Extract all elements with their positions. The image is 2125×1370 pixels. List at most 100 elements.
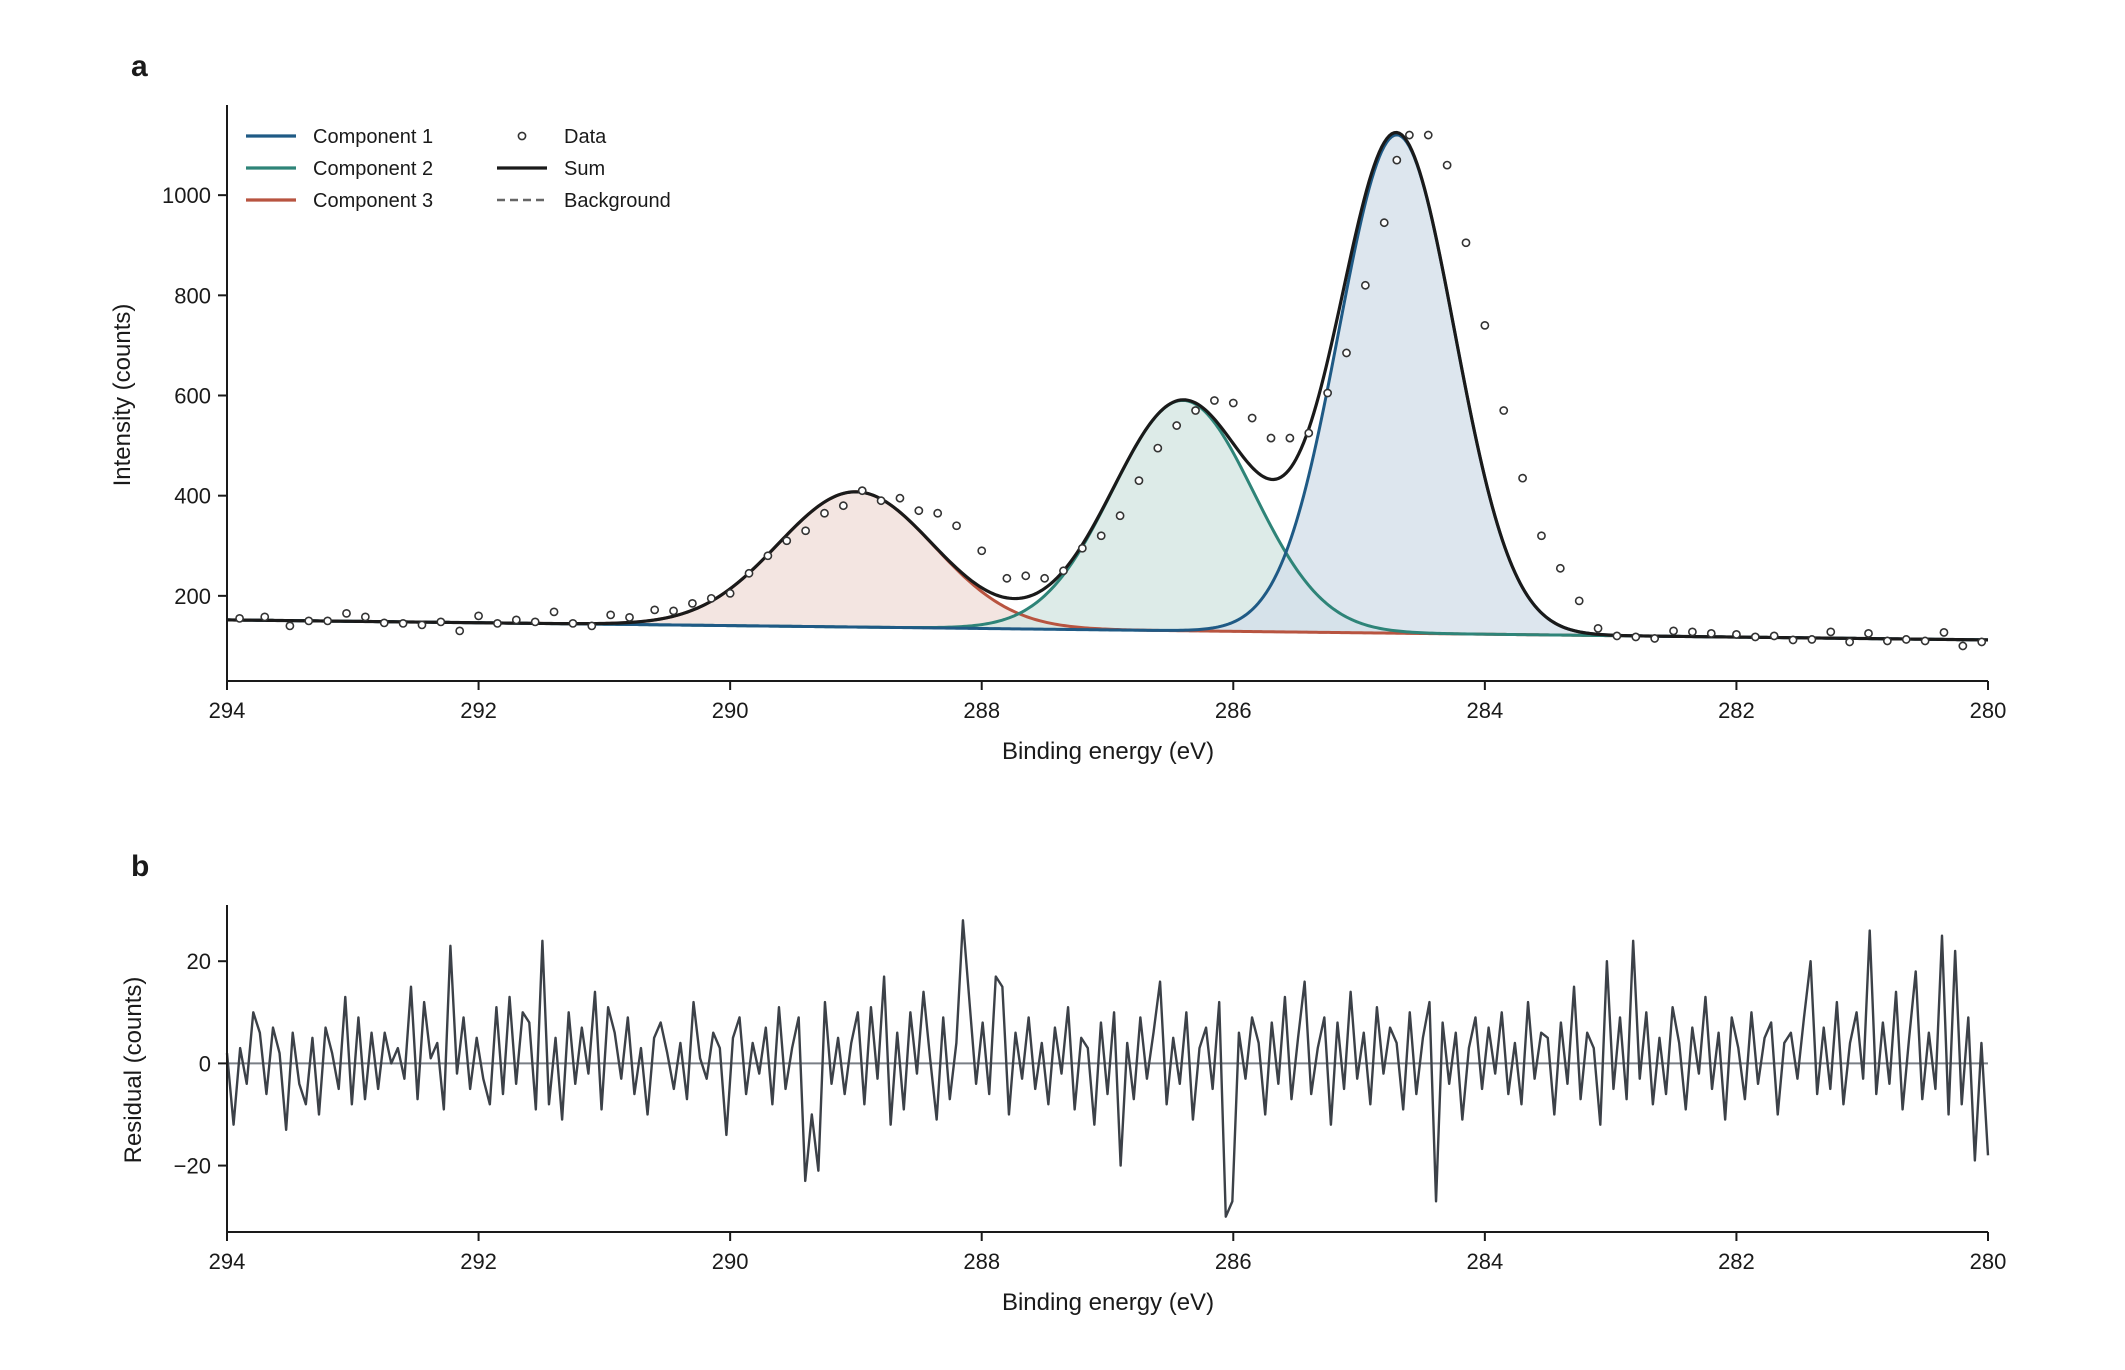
data-point [1228,398,1238,408]
data-point [857,486,867,496]
residual-panel: b 294 292 290 288 286 284 282 280 −20 0 20 Binding… [120,850,2006,1316]
y-axis-label-b: Residual (counts) [120,977,147,1164]
data-point [1002,573,1012,583]
sum-line [226,130,1989,642]
data-point [1077,543,1087,553]
data-point [1210,396,1219,405]
legend-label: Data [564,126,607,148]
data-point [1537,531,1546,541]
data-point [1379,218,1389,228]
data-point [782,536,792,546]
data-point [706,593,716,603]
data-point [1247,413,1257,423]
data-point [342,608,351,618]
y-tick-label-a: 800 [174,283,211,308]
data-point [1864,629,1873,638]
x-tick-label-b: 280 [1970,1249,2007,1274]
data-point [1285,433,1295,443]
legend-label: Background [564,190,671,212]
data-point [1750,632,1760,642]
data-point [1769,631,1779,641]
y-tick-label-b: 0 [199,1051,211,1076]
data-point [1404,130,1414,140]
data-point [1115,511,1125,521]
data-point [669,606,678,616]
data-point [1134,476,1144,486]
data-point [1059,566,1068,576]
data-point [952,521,961,531]
x-tick-label-a: 292 [460,698,497,723]
legend-label: Sum [564,158,605,180]
data-point [977,546,987,556]
data-point [1939,628,1949,637]
data-point [511,615,521,625]
data-point [1807,635,1817,644]
data-point [838,501,848,511]
data-point [1153,443,1163,453]
data-point [1977,637,1987,647]
data-point [1442,160,1452,170]
x-tick-label-b: 282 [1718,1249,1755,1274]
x-tick-label-a: 280 [1970,698,2007,723]
data-point [1304,428,1314,438]
data-point [688,598,697,608]
y-axis-label-a: Intensity (counts) [109,304,136,487]
panel-label-b: b [131,850,149,883]
y-tick-label-a: 400 [174,484,211,509]
data-point [1555,563,1565,573]
residual-series [225,919,1990,1218]
data-point [801,526,811,536]
data-point [1423,130,1433,140]
data-point [493,619,502,628]
data-point [417,620,427,630]
y-tick-label-a: 600 [174,384,211,409]
data-point [474,611,483,621]
data-point [1826,627,1836,637]
residual-axes: 294 292 290 288 286 284 282 280 −20 0 20 [174,905,2007,1274]
data-point [1650,634,1660,643]
data-point [436,617,446,627]
data-point [1732,630,1741,639]
residual-line [225,919,1990,1218]
x-tick-label-a: 288 [963,698,1000,723]
data-point [876,496,886,506]
data-point [1392,155,1402,165]
data-point [1593,624,1603,633]
x-tick-label-b: 288 [963,1249,1000,1274]
data-point [455,626,465,636]
data-point [379,618,389,628]
legend-swatch [517,131,527,141]
data-point [1688,627,1697,637]
data-point [1191,406,1200,415]
component-lines [226,130,1989,642]
x-tick-label-b: 284 [1466,1249,1503,1274]
data-point [1461,238,1471,248]
data-point [933,508,943,518]
data-point [895,493,905,503]
data-point [285,621,295,631]
x-axis-label-b: Binding energy (eV) [1002,1289,1214,1316]
legend: Component 1 Component 2 Component 3 Data Sum… [246,126,671,212]
data-point [1631,632,1641,642]
data-point [1360,280,1370,290]
data-point [1958,641,1968,651]
data-point [763,551,773,561]
data-point [1669,626,1678,636]
x-tick-label-b: 292 [460,1249,497,1274]
component-fill-2 [227,400,1988,640]
data-point [1096,531,1106,541]
data-point [1845,637,1855,647]
data-point [1518,473,1527,483]
data-point [625,612,634,622]
data-point [1499,406,1509,415]
x-tick-label-a: 290 [712,698,749,723]
x-tick-label-a: 282 [1718,698,1755,723]
data-point [725,588,735,598]
data-point [1266,433,1276,443]
x-tick-label-b: 290 [712,1249,749,1274]
data-point [260,612,270,622]
data-point [820,508,829,518]
data-point [235,613,244,623]
data-point [1901,635,1911,644]
data-point [1172,421,1182,430]
